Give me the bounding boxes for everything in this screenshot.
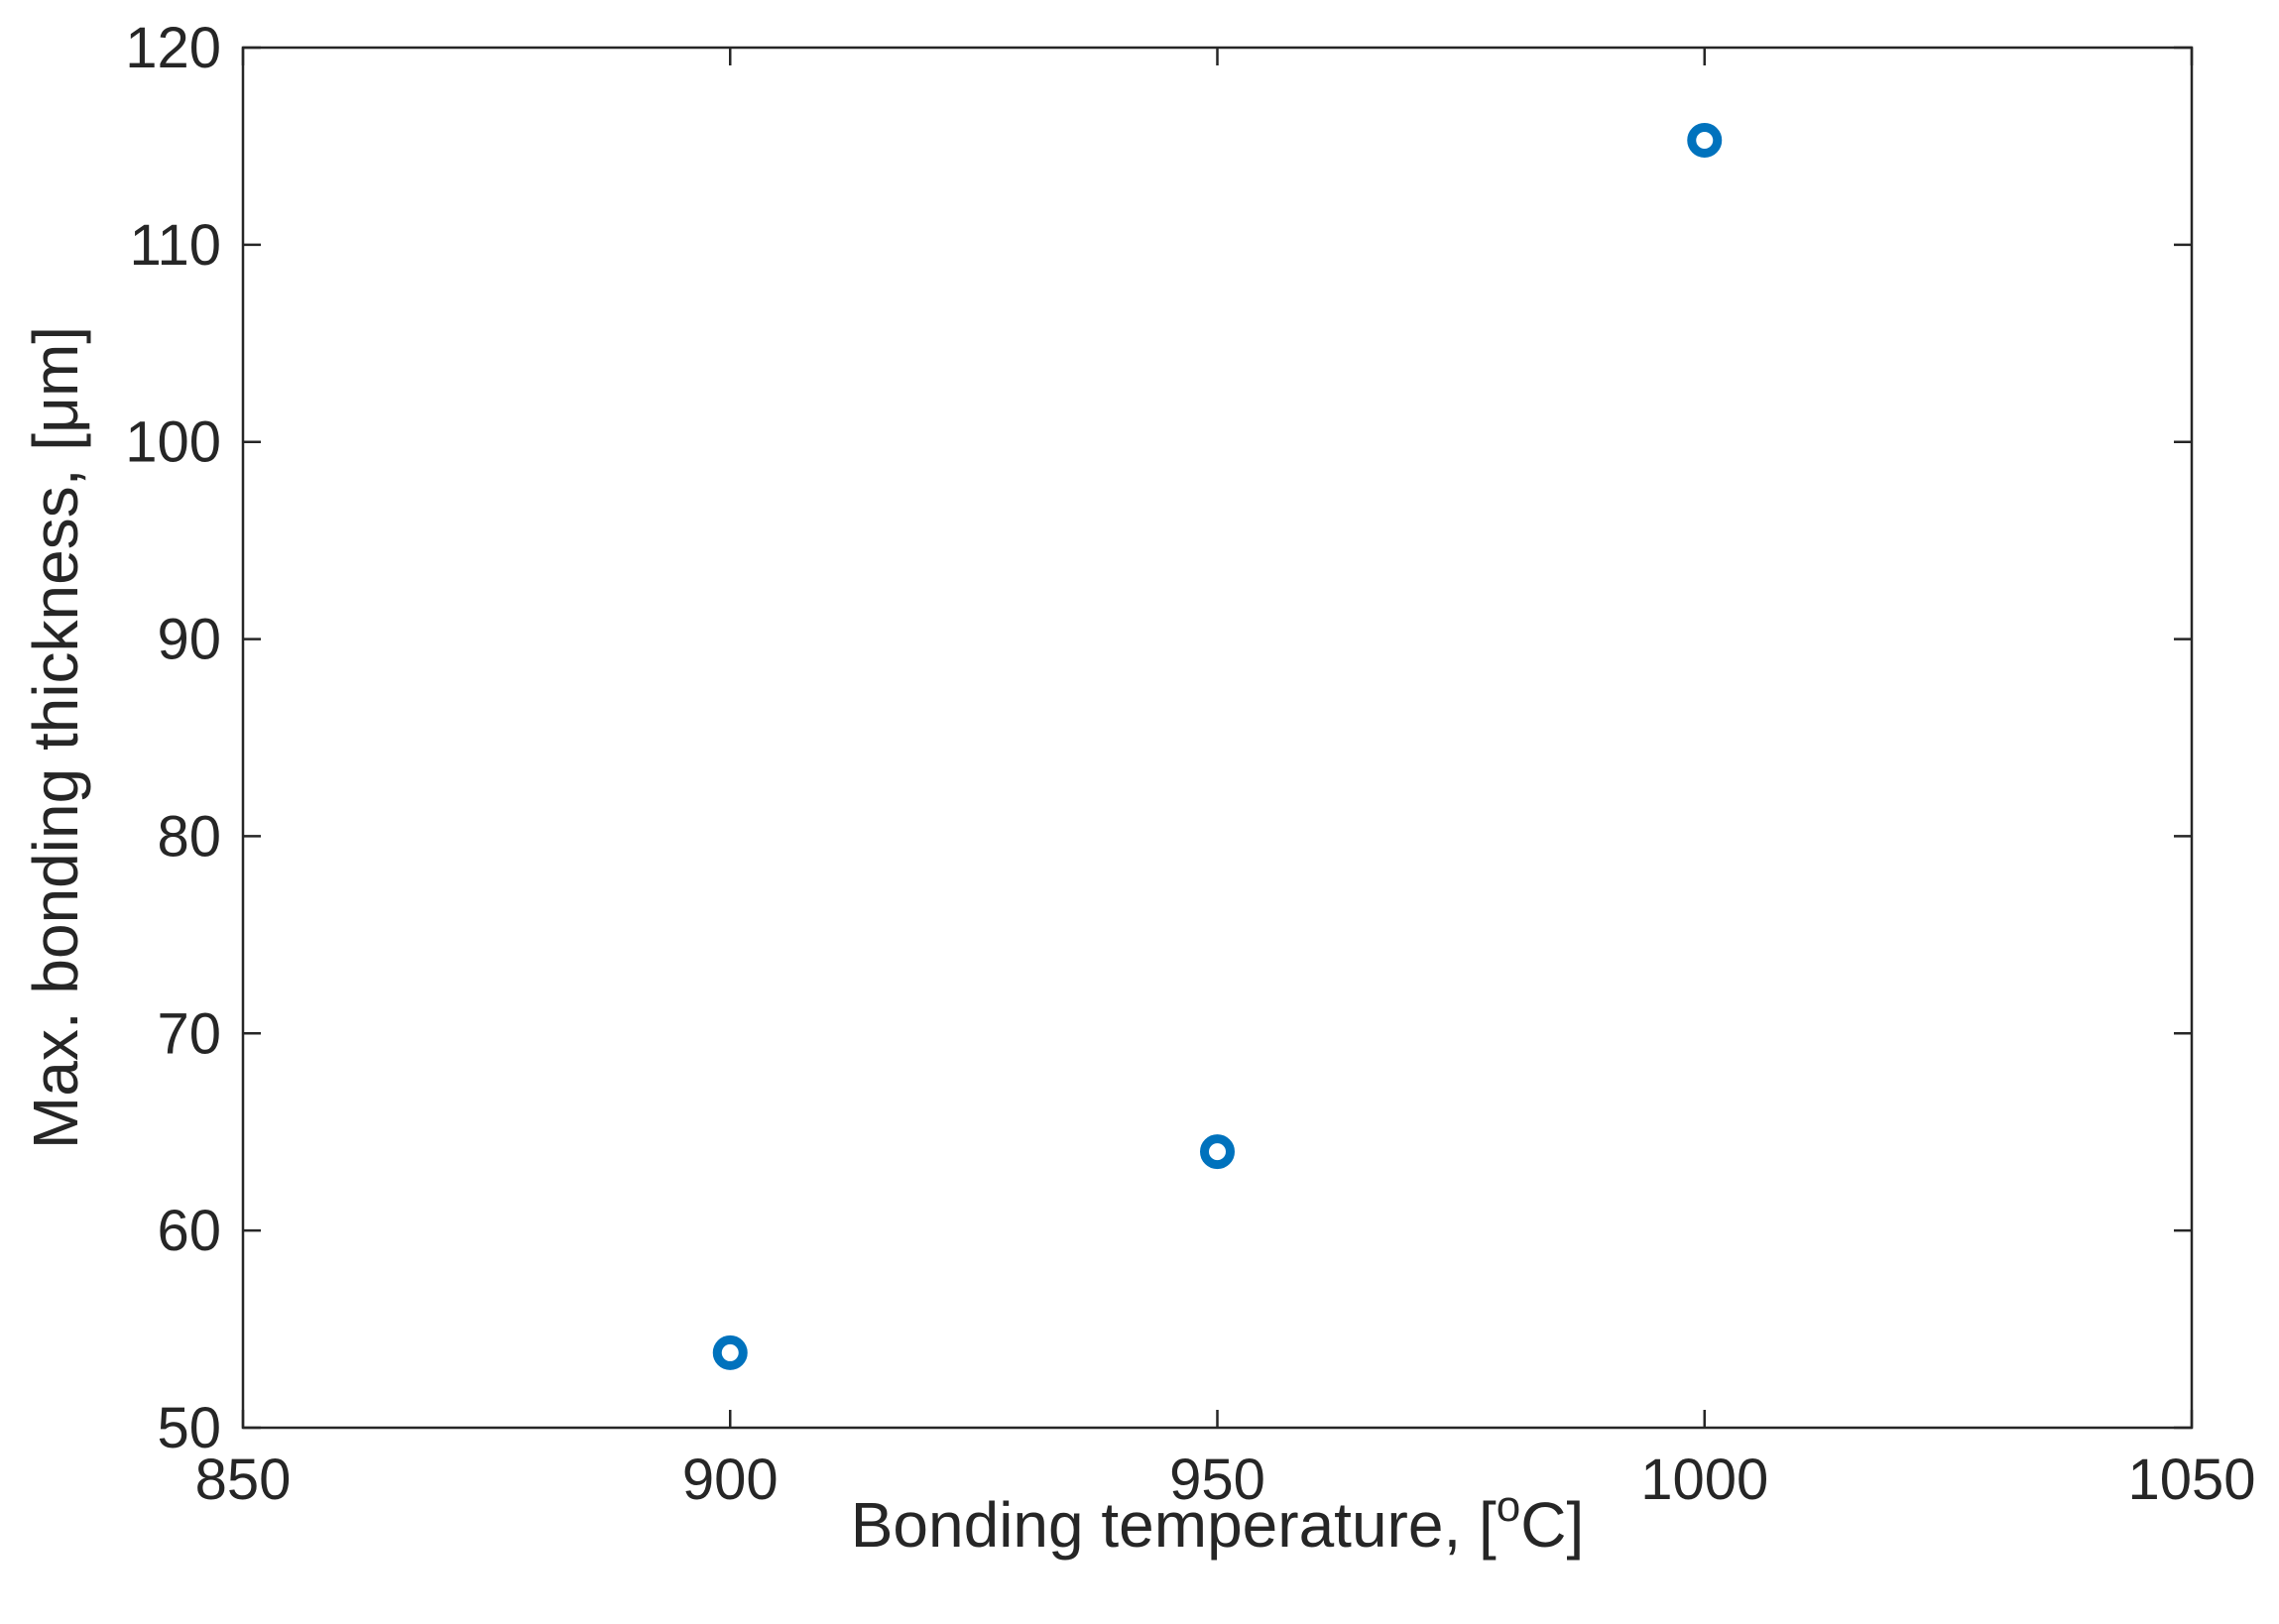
x-axis-ticks: 850 900 950 1000 1050	[195, 48, 2256, 1512]
y-tick-label: 70	[157, 1001, 221, 1066]
x-axis-title-superscript: o	[1497, 1482, 1520, 1531]
y-tick-label: 100	[125, 410, 221, 475]
y-tick-label: 50	[157, 1396, 221, 1460]
x-tick-label: 950	[1169, 1448, 1265, 1512]
y-tick-label: 120	[125, 16, 221, 80]
y-tick-label: 110	[130, 213, 221, 278]
x-axis-title-tail: C]	[1520, 1489, 1584, 1561]
plot-area	[241, 46, 2194, 1430]
y-tick-label: 80	[157, 804, 221, 869]
x-axis-title-main: Bonding temperature, [	[851, 1489, 1497, 1561]
x-tick-label: 850	[195, 1448, 292, 1512]
data-points	[712, 122, 1723, 1370]
y-tick-label: 60	[157, 1199, 221, 1263]
x-tick-label: 900	[682, 1448, 779, 1512]
y-axis-ticks: 50 60 70 80 90 100 110 120	[125, 16, 2192, 1460]
x-tick-label: 1050	[2127, 1448, 2255, 1512]
data-point	[1200, 1134, 1235, 1170]
data-point	[1687, 122, 1723, 158]
x-axis-title: Bonding temperature, [oC]	[851, 1482, 1585, 1561]
data-point	[712, 1334, 748, 1370]
y-axis-title: Max. bonding thickness, [μm]	[20, 326, 91, 1149]
x-tick-label: 1000	[1640, 1448, 1768, 1512]
y-tick-label: 90	[157, 608, 221, 672]
